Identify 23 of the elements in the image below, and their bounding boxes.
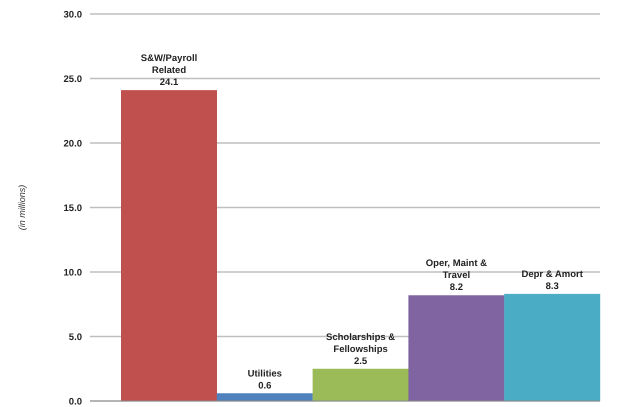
bar (216, 393, 313, 401)
data-label: 8.3 (546, 280, 559, 292)
y-tick-label: 10.0 (64, 267, 82, 278)
data-label: 8.2 (450, 282, 464, 294)
y-tick-label: 30.0 (64, 9, 82, 20)
y-tick-label: 25.0 (64, 74, 82, 85)
bar (312, 368, 409, 401)
data-label: 0.6 (258, 380, 272, 392)
data-label: 24.1 (160, 77, 179, 88)
bar (504, 294, 600, 401)
y-tick-label: 0.0 (68, 396, 82, 407)
y-tick-label: 20.0 (64, 138, 82, 150)
y-axis-title: (in millions) (17, 184, 28, 230)
x-tick-label: Scholarships & Fellowships (326, 332, 396, 355)
x-tick-label: Oper, Maint & Travel (426, 258, 488, 282)
y-tick-label: 15.0 (64, 202, 82, 214)
x-tick-label: Depr & Amort (521, 268, 584, 280)
bar (121, 90, 217, 401)
bar (408, 295, 504, 401)
data-label: 2.5 (354, 356, 368, 367)
x-tick-label: S&W/Payroll Related (140, 53, 198, 76)
y-tick-label: 5.0 (68, 332, 82, 343)
x-tick-label: Utilities (248, 368, 282, 380)
